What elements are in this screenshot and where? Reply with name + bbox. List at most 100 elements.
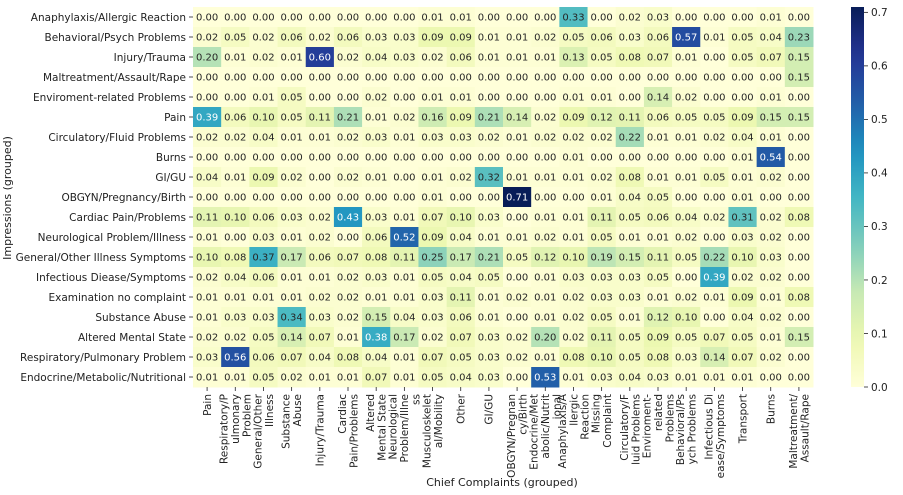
cell-value-label: 0.00 bbox=[252, 73, 274, 84]
heatmap-cell bbox=[333, 7, 363, 28]
cell-value-label: 0.03 bbox=[478, 213, 500, 224]
cell-value-label: 0.34 bbox=[281, 313, 303, 324]
cell-value-label: 0.00 bbox=[703, 13, 725, 24]
cell-value-label: 0.01 bbox=[281, 53, 303, 64]
cell-value-label: 0.00 bbox=[393, 173, 415, 184]
cell-value-label: 0.00 bbox=[224, 193, 246, 204]
cell-value-label: 0.04 bbox=[450, 233, 472, 244]
heatmap-cell bbox=[672, 107, 701, 128]
colorbar-tick-label: 0.3 bbox=[871, 221, 888, 233]
heatmap-cell bbox=[333, 327, 363, 348]
cell-value-label: 0.04 bbox=[365, 353, 387, 364]
x-tick-label: Pain bbox=[202, 394, 214, 416]
cell-value-label: 0.03 bbox=[252, 233, 274, 244]
heatmap-cell bbox=[193, 347, 222, 368]
heatmap-cell bbox=[277, 147, 307, 168]
heatmap-cell bbox=[643, 307, 673, 328]
heatmap-cell bbox=[193, 247, 222, 268]
heatmap-cell bbox=[277, 27, 307, 48]
cell-value-label: 0.03 bbox=[591, 293, 613, 304]
heatmap-cell bbox=[700, 67, 729, 88]
heatmap-cell bbox=[756, 27, 786, 48]
x-tick-label: Anaphylaxis/AllergicReaction bbox=[557, 393, 592, 468]
heatmap-cell bbox=[390, 47, 419, 68]
y-tick-label: Enviroment-related Problems bbox=[33, 92, 186, 104]
cell-value-label: 0.01 bbox=[224, 53, 246, 64]
cell-value-label: 0.11 bbox=[393, 253, 415, 264]
heatmap-cell bbox=[418, 227, 448, 248]
cell-value-label: 0.00 bbox=[534, 153, 556, 164]
cell-value-label: 0.03 bbox=[478, 353, 500, 364]
heatmap-cell bbox=[390, 307, 419, 328]
heatmap-cell bbox=[672, 47, 701, 68]
heatmap-cell bbox=[784, 167, 814, 188]
cell-value-label: 0.00 bbox=[450, 193, 472, 204]
heatmap-cell bbox=[756, 187, 786, 208]
heatmap-cell bbox=[587, 347, 617, 368]
cell-value-label: 0.06 bbox=[647, 33, 669, 44]
heatmap-cell bbox=[700, 307, 729, 328]
cell-value-label: 0.00 bbox=[365, 13, 387, 24]
cell-value-label: 0.02 bbox=[760, 173, 782, 184]
cell-value-label: 0.03 bbox=[224, 313, 246, 324]
heatmap-cell bbox=[643, 67, 673, 88]
cell-value-label: 0.00 bbox=[675, 153, 697, 164]
heatmap-cell bbox=[559, 227, 589, 248]
heatmap-cell bbox=[474, 267, 504, 288]
heatmap-cell bbox=[503, 327, 532, 348]
heatmap-cell bbox=[390, 347, 419, 368]
heatmap-cell bbox=[531, 147, 560, 168]
heatmap-cell bbox=[503, 47, 532, 68]
cell-value-label: 0.02 bbox=[506, 353, 528, 364]
cell-value-label: 0.05 bbox=[675, 253, 697, 264]
cell-value-label: 0.08 bbox=[788, 293, 810, 304]
heatmap-cell bbox=[784, 47, 814, 68]
heatmap-cell bbox=[700, 127, 729, 148]
heatmap-cell bbox=[559, 307, 589, 328]
heatmap-cell bbox=[531, 267, 560, 288]
cell-value-label: 0.01 bbox=[562, 373, 584, 384]
cell-value-label: 0.20 bbox=[534, 333, 556, 344]
heatmap-cell bbox=[587, 67, 617, 88]
heatmap-cell bbox=[277, 227, 307, 248]
y-tick-label: Neurological Problem/Illness bbox=[38, 232, 186, 244]
cell-value-label: 0.10 bbox=[591, 353, 613, 364]
heatmap-cell bbox=[700, 347, 729, 368]
cell-value-label: 0.00 bbox=[196, 93, 218, 104]
x-tick-label: SubstanceAbuse bbox=[281, 394, 305, 449]
heatmap-cell bbox=[333, 27, 363, 48]
cell-value-label: 0.25 bbox=[421, 253, 443, 264]
heatmap-cell bbox=[643, 267, 673, 288]
colorbar-tick-label: 0.1 bbox=[871, 328, 888, 340]
heatmap-cell bbox=[446, 47, 476, 68]
cell-value-label: 0.03 bbox=[421, 293, 443, 304]
cell-value-label: 0.02 bbox=[760, 213, 782, 224]
heatmap-cell bbox=[390, 27, 419, 48]
cell-value-label: 0.71 bbox=[506, 193, 528, 204]
cell-value-label: 0.02 bbox=[309, 233, 331, 244]
heatmap-cell bbox=[418, 267, 448, 288]
cell-value-label: 0.05 bbox=[647, 273, 669, 284]
heatmap-cell bbox=[587, 307, 617, 328]
heatmap-cell bbox=[756, 287, 786, 308]
colorbar-tick-label: 0.0 bbox=[871, 382, 888, 394]
heatmap-cell bbox=[700, 327, 729, 348]
cell-value-label: 0.03 bbox=[421, 133, 443, 144]
cell-value-label: 0.05 bbox=[506, 253, 528, 264]
cell-value-label: 0.15 bbox=[619, 253, 641, 264]
cell-value-label: 0.02 bbox=[534, 33, 556, 44]
cell-value-label: 0.00 bbox=[252, 193, 274, 204]
cell-value-label: 0.00 bbox=[506, 153, 528, 164]
cell-value-label: 0.03 bbox=[478, 373, 500, 384]
heatmap-cell bbox=[333, 167, 363, 188]
cell-value-label: 0.56 bbox=[224, 353, 246, 364]
cell-value-label: 0.00 bbox=[788, 273, 810, 284]
x-tick-label: General/OtherIllness bbox=[253, 393, 276, 468]
heatmap-cell bbox=[531, 307, 560, 328]
cell-value-label: 0.00 bbox=[281, 13, 303, 24]
cell-value-label: 0.01 bbox=[365, 293, 387, 304]
heatmap-cell bbox=[333, 127, 363, 148]
heatmap-cell bbox=[390, 367, 419, 388]
y-tick-label: Substance Abuse bbox=[95, 312, 186, 324]
y-tick-label: Endocrine/Metabolic/Nutritional bbox=[20, 372, 186, 384]
